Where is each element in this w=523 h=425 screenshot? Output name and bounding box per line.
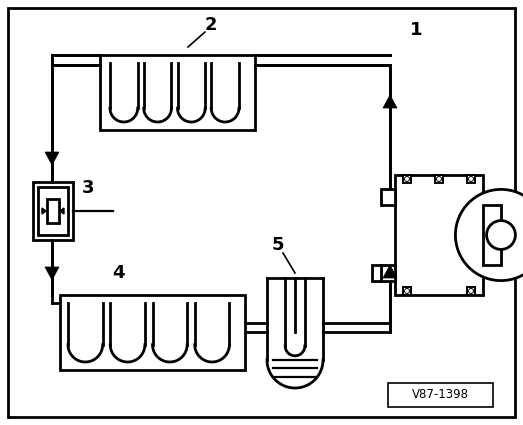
Circle shape (404, 289, 410, 294)
Circle shape (486, 221, 515, 249)
Polygon shape (60, 208, 64, 214)
Circle shape (437, 176, 441, 181)
Bar (467, 175, 475, 183)
Bar (395, 175, 483, 295)
Bar (483, 205, 501, 265)
Bar (381, 189, 395, 205)
Bar (388, 383, 493, 407)
Circle shape (469, 289, 473, 294)
Bar (60, 295, 245, 370)
Text: 2: 2 (205, 16, 218, 34)
Bar (33, 182, 73, 240)
Polygon shape (383, 95, 397, 108)
Circle shape (456, 190, 523, 280)
Bar (38, 187, 68, 235)
Text: 1: 1 (410, 21, 423, 39)
Circle shape (404, 176, 410, 181)
Polygon shape (383, 265, 397, 278)
Bar (381, 265, 395, 281)
Polygon shape (42, 208, 46, 214)
Text: 4: 4 (112, 264, 124, 282)
Bar (403, 175, 411, 183)
Bar (435, 175, 443, 183)
Text: V87-1398: V87-1398 (412, 388, 469, 402)
Polygon shape (45, 267, 59, 280)
Polygon shape (45, 152, 59, 165)
Bar (47, 199, 59, 223)
Text: 3: 3 (82, 179, 95, 197)
Bar (372, 265, 381, 281)
Text: 5: 5 (272, 236, 285, 254)
Bar (403, 287, 411, 295)
Bar (100, 55, 255, 130)
Circle shape (469, 176, 473, 181)
Bar (467, 287, 475, 295)
